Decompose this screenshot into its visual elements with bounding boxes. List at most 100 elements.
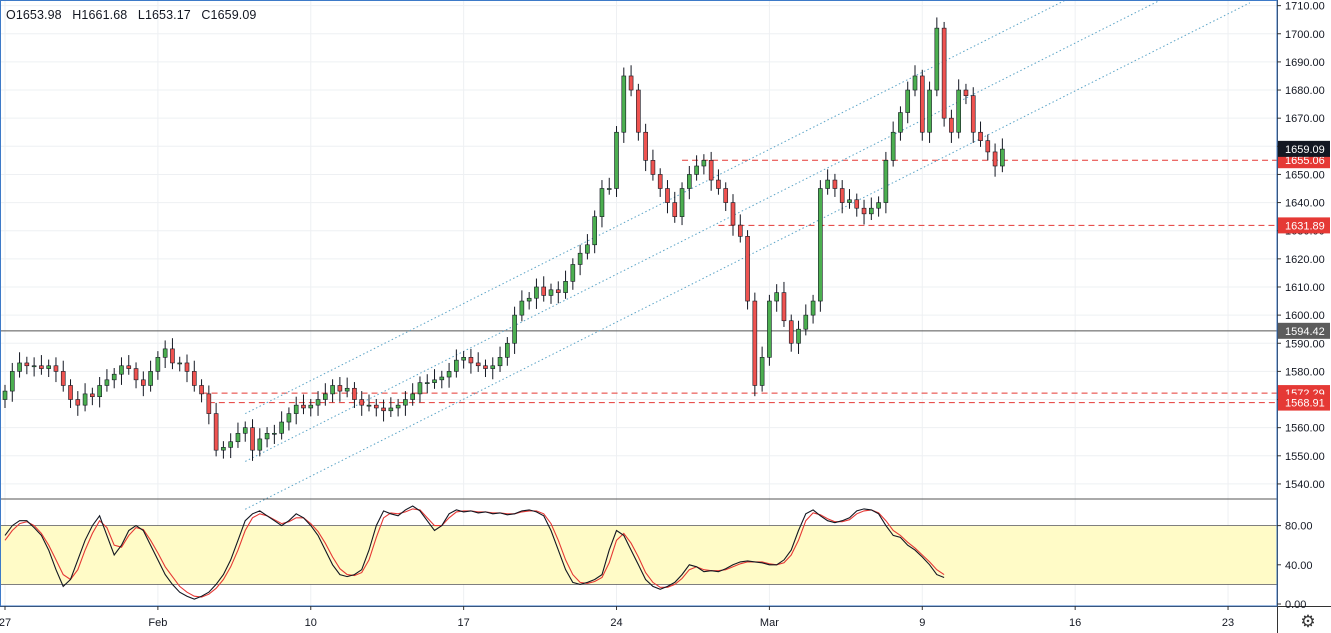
candle-body — [854, 199, 860, 209]
candle — [293, 396, 299, 425]
candle-body — [970, 95, 976, 133]
candle — [570, 258, 576, 290]
price-tick-label: 1550.00 — [1285, 451, 1325, 463]
price-tick-label: 1540.00 — [1285, 479, 1325, 491]
candle-body — [985, 140, 991, 153]
candle — [483, 359, 488, 378]
candle-body — [796, 328, 801, 344]
candle — [796, 320, 801, 354]
level-price-label-text: 1631.89 — [1285, 220, 1325, 232]
candle-body — [876, 202, 881, 209]
candle — [446, 362, 452, 388]
candle-body — [687, 174, 692, 189]
candle-body — [555, 289, 561, 293]
price-tick-label: 1620.00 — [1285, 254, 1325, 266]
candle-body — [919, 75, 925, 133]
candle-body — [39, 365, 44, 369]
candle — [869, 197, 874, 221]
price-tick-label: 1700.00 — [1285, 29, 1325, 41]
candle — [199, 379, 204, 403]
candle — [490, 357, 496, 380]
candle-body — [301, 404, 306, 409]
candle — [992, 143, 998, 177]
candle — [832, 173, 838, 197]
price-tick-label: 1580.00 — [1285, 366, 1325, 378]
candle — [177, 356, 183, 372]
candle-body — [424, 382, 430, 384]
candle-body — [730, 202, 736, 226]
candle-body — [446, 371, 452, 378]
candle-body — [548, 289, 554, 296]
candle — [97, 377, 102, 408]
candle-body — [264, 432, 270, 440]
candle-body — [235, 432, 241, 443]
candle-body — [628, 75, 634, 91]
candle-body — [104, 379, 110, 386]
candle — [788, 314, 794, 352]
candle-body — [708, 160, 714, 181]
candle — [854, 193, 860, 217]
candle — [497, 346, 503, 372]
candle — [577, 244, 583, 276]
candle — [985, 134, 991, 161]
time-tick-label: 24 — [610, 617, 622, 629]
candle-body — [992, 151, 998, 167]
candle-body — [694, 165, 699, 175]
candle — [381, 399, 386, 422]
candle-body — [497, 357, 503, 367]
candle-body — [432, 379, 437, 383]
candle-body — [257, 438, 263, 451]
candle-body — [519, 300, 525, 316]
candle-body — [454, 359, 459, 372]
candle — [359, 391, 365, 416]
candle-body — [286, 413, 292, 423]
candle — [665, 180, 670, 214]
candle — [39, 355, 44, 375]
level-price-label: 1631.89 — [1278, 217, 1330, 234]
candle — [24, 356, 30, 375]
candle-body — [133, 368, 139, 381]
candle — [541, 276, 547, 302]
ohlc-low: L1653.17 — [137, 8, 191, 22]
candle-body — [191, 371, 197, 386]
candle-body — [403, 399, 408, 406]
candle-body — [869, 207, 874, 215]
candle-body — [505, 342, 510, 358]
candle — [17, 352, 22, 378]
candle-body — [905, 89, 911, 113]
candle-body — [388, 407, 394, 412]
candle-body — [352, 387, 357, 400]
last-price-label-text: 1659.09 — [1285, 144, 1325, 156]
candle-body — [323, 393, 328, 400]
stochastic-pane — [0, 505, 1277, 600]
candle — [956, 79, 961, 139]
time-tick-label: Feb — [148, 617, 167, 629]
candle — [344, 377, 350, 398]
candle — [890, 121, 896, 167]
candle-body — [679, 188, 685, 217]
candle — [912, 65, 918, 97]
candle — [388, 397, 394, 417]
candle — [417, 376, 423, 403]
candle-body — [745, 236, 750, 302]
time-tick-label: 9 — [919, 617, 925, 629]
candle — [657, 168, 663, 197]
candle-body — [788, 320, 794, 344]
candle — [505, 337, 510, 366]
level-price-label-text: 1568.91 — [1285, 398, 1325, 410]
gear-icon[interactable]: ⚙ — [1300, 612, 1316, 632]
candle-body — [941, 27, 947, 119]
candle — [308, 398, 314, 417]
candle-body — [512, 314, 517, 344]
candle — [155, 351, 161, 380]
candle-body — [46, 365, 51, 369]
candle-body — [716, 179, 721, 189]
candle-body — [148, 371, 153, 386]
stoch-tick-label: 80.00 — [1285, 521, 1313, 533]
price-tick-label: 1640.00 — [1285, 198, 1325, 210]
candle-body — [526, 297, 532, 302]
candle-body — [890, 131, 896, 161]
candle — [592, 210, 597, 254]
candle — [221, 441, 226, 459]
